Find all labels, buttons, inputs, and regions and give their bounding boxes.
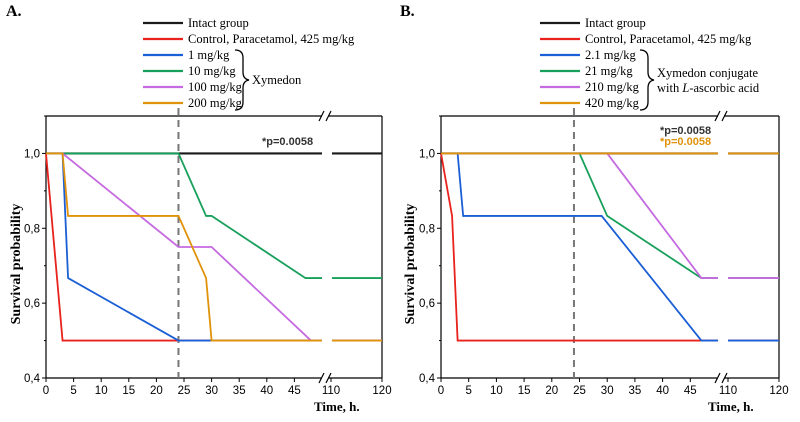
x-tick-label: 30 bbox=[601, 385, 614, 397]
legend-label: 21 mg/kg bbox=[585, 64, 633, 78]
legend-label: 1 mg/kg bbox=[188, 48, 230, 62]
axis-break-mark bbox=[721, 372, 728, 384]
legend-label: Control, Paracetamol, 425 mg/kg bbox=[188, 32, 355, 46]
legend-group-label-line2: with L-ascorbic acid bbox=[657, 81, 760, 95]
y-tick-label: 0,8 bbox=[24, 223, 40, 235]
panel-a-label: A. bbox=[6, 3, 22, 20]
panel-plot: 0,4 0,6 0,8 1,0 0 5 10 15 20 25 30 35 40 45 110 120 bbox=[419, 108, 789, 397]
axis-break-mark bbox=[714, 110, 721, 122]
x-tick-label: 40 bbox=[260, 385, 273, 397]
x-tick-label: 45 bbox=[684, 385, 697, 397]
x-tick-label: 5 bbox=[70, 385, 76, 397]
series-line bbox=[440, 153, 718, 342]
x-tick-label: 110 bbox=[719, 385, 737, 397]
y-axis-title: Survival probability bbox=[403, 204, 418, 325]
panel-b: B. Intact group Control, Paracetamol, 42… bbox=[400, 3, 760, 414]
axis-break-mark bbox=[318, 110, 325, 122]
panel-plot: 0,4 0,6 0,8 1,0 0 5 10 15 20 25 30 35 40 45 110 120 bbox=[24, 108, 392, 397]
y-tick-label: 0,6 bbox=[24, 298, 40, 310]
panel-a-legend: Intact group Control, Paracetamol, 425 m… bbox=[143, 16, 355, 111]
legend-brace bbox=[234, 49, 250, 111]
series-line bbox=[46, 152, 322, 279]
x-tick-label: 35 bbox=[629, 385, 642, 397]
x-tick-label: 10 bbox=[95, 385, 108, 397]
p-value-label: *p=0.0058 bbox=[660, 125, 711, 137]
series-line bbox=[46, 152, 322, 342]
x-tick-label: 120 bbox=[769, 385, 788, 397]
x-tick-label: 30 bbox=[205, 385, 218, 397]
x-tick-label: 25 bbox=[573, 385, 586, 397]
x-tick-label: 25 bbox=[178, 385, 191, 397]
legend-label: 2.1 mg/kg bbox=[585, 48, 636, 62]
p-value-label: *p=0.0058 bbox=[262, 136, 313, 148]
legend-label: Control, Paracetamol, 425 mg/kg bbox=[585, 32, 752, 46]
x-tick-label: 110 bbox=[322, 385, 340, 397]
legend-label: 210 mg/kg bbox=[585, 80, 640, 94]
legend-label: Intact group bbox=[585, 16, 646, 30]
legend-label: 10 mg/kg bbox=[188, 64, 236, 78]
x-tick-label: 0 bbox=[43, 385, 49, 397]
y-tick-label: 1,0 bbox=[24, 148, 40, 160]
axis-break-mark bbox=[325, 110, 332, 122]
x-axis-title: Time, h. bbox=[314, 399, 360, 414]
y-tick-label: 1,0 bbox=[419, 148, 435, 160]
x-tick-label: 10 bbox=[490, 385, 503, 397]
x-tick-label: 20 bbox=[150, 385, 163, 397]
y-tick-label: 0,8 bbox=[419, 223, 435, 235]
axis-break-mark bbox=[325, 372, 332, 384]
x-axis-title: Time, h. bbox=[708, 399, 754, 414]
plot-layer: 0,40,60,81,00 5 10 15 20 25 30 35 40 45 110 1200,40… bbox=[24, 108, 789, 397]
legend-group-label: Xymedon bbox=[252, 73, 302, 87]
x-tick-label: 15 bbox=[122, 385, 135, 397]
legend-brace bbox=[639, 49, 655, 111]
series-line bbox=[441, 152, 718, 342]
x-tick-label: 15 bbox=[518, 385, 531, 397]
panel-b-legend: Intact group Control, Paracetamol, 425 m… bbox=[540, 16, 760, 111]
y-tick-label: 0,6 bbox=[419, 298, 435, 310]
x-tick-label: 45 bbox=[288, 385, 301, 397]
legend-label: 420 mg/kg bbox=[585, 96, 640, 110]
legend-group-label-line1: Xymedon conjugate bbox=[657, 66, 758, 80]
legend-label: Intact group bbox=[188, 16, 249, 30]
axis-break-mark bbox=[721, 110, 728, 122]
y-tick-label: 0,4 bbox=[419, 373, 436, 385]
x-tick-label: 20 bbox=[545, 385, 558, 397]
x-tick-label: 5 bbox=[465, 385, 471, 397]
legend-label: 200 mg/kg bbox=[188, 96, 243, 110]
axis-break-mark bbox=[714, 372, 721, 384]
y-axis-title: Survival probability bbox=[9, 204, 24, 325]
x-tick-label: 35 bbox=[233, 385, 246, 397]
x-tick-label: 40 bbox=[656, 385, 669, 397]
panel-b-label: B. bbox=[400, 3, 415, 20]
axis-break-mark bbox=[318, 372, 325, 384]
x-tick-label: 0 bbox=[438, 385, 444, 397]
panel-a: A. Intact group Control, Paracetamol, 42… bbox=[6, 3, 360, 414]
legend-label: 100 mg/kg bbox=[188, 80, 243, 94]
y-tick-label: 0,4 bbox=[24, 373, 41, 385]
x-tick-label: 120 bbox=[372, 385, 391, 397]
p-value-label: *p=0.0058 bbox=[660, 136, 711, 148]
series-line bbox=[46, 152, 322, 342]
